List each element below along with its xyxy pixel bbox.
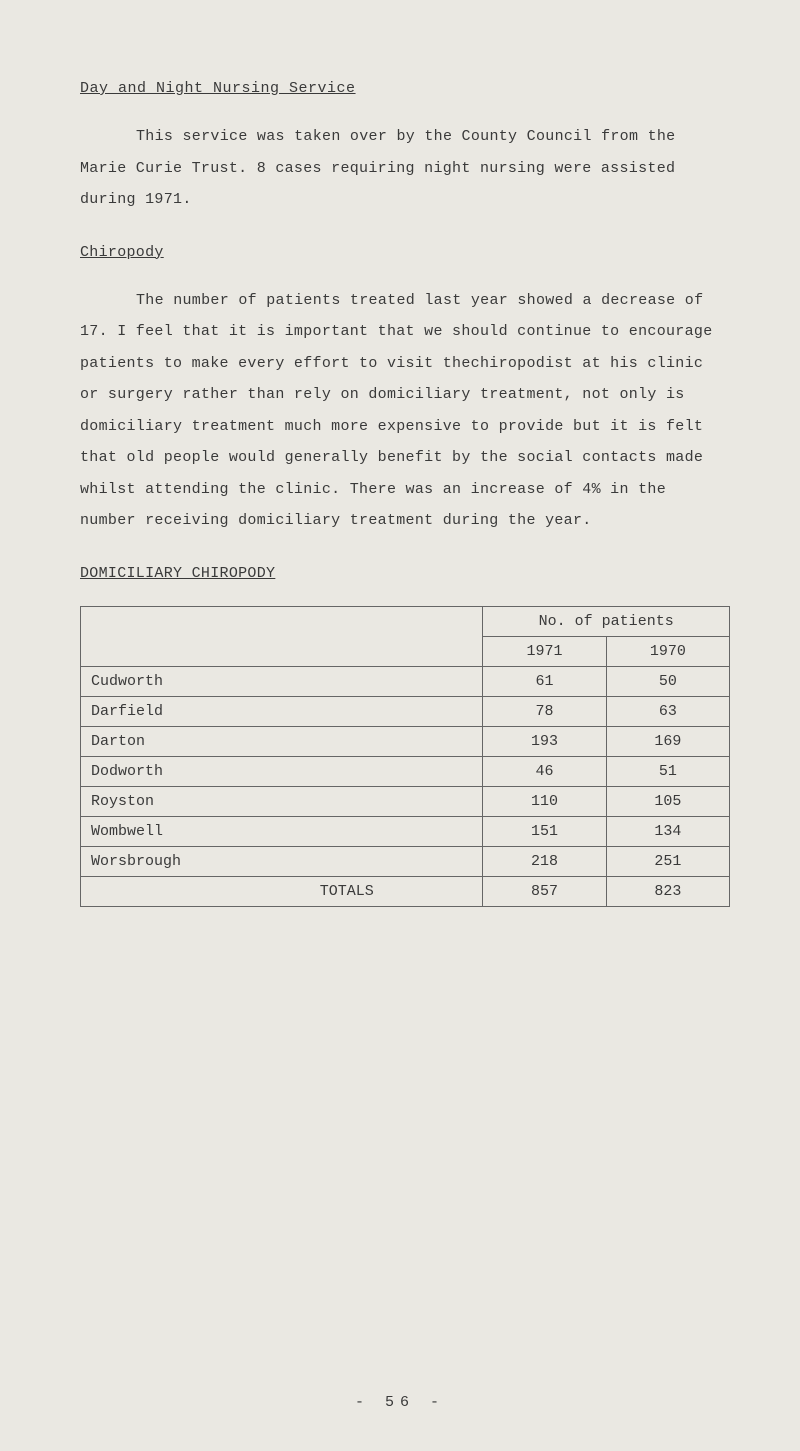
row-name: Worsbrough	[81, 846, 483, 876]
row-y2: 51	[606, 756, 729, 786]
para-chiropody: The number of patients treated last year…	[80, 285, 730, 537]
chiropody-table: No. of patients 1971 1970 Cudworth 61 50…	[80, 606, 730, 907]
row-name: Royston	[81, 786, 483, 816]
section-title-chiropody: Chiropody	[80, 244, 730, 261]
row-name: Wombwell	[81, 816, 483, 846]
row-y1: 151	[483, 816, 606, 846]
table-totals-row: TOTALS 857 823	[81, 876, 730, 906]
table-header-span: No. of patients	[483, 606, 730, 636]
table-row: Royston 110 105	[81, 786, 730, 816]
table-header-year1: 1971	[483, 636, 606, 666]
table-header-year2: 1970	[606, 636, 729, 666]
totals-y2: 823	[606, 876, 729, 906]
table-row: Cudworth 61 50	[81, 666, 730, 696]
row-y1: 61	[483, 666, 606, 696]
row-y2: 50	[606, 666, 729, 696]
page: Day and Night Nursing Service This servi…	[0, 0, 800, 1451]
row-y2: 134	[606, 816, 729, 846]
row-name: Dodworth	[81, 756, 483, 786]
row-y2: 169	[606, 726, 729, 756]
totals-y1: 857	[483, 876, 606, 906]
table-title: DOMICILIARY CHIROPODY	[80, 565, 730, 582]
table-row: Darton 193 169	[81, 726, 730, 756]
row-y2: 63	[606, 696, 729, 726]
para-nursing: This service was taken over by the Count…	[80, 121, 730, 216]
table-header-row-1: No. of patients	[81, 606, 730, 636]
row-name: Darton	[81, 726, 483, 756]
row-y2: 251	[606, 846, 729, 876]
table-row: Wombwell 151 134	[81, 816, 730, 846]
row-y1: 78	[483, 696, 606, 726]
row-y1: 218	[483, 846, 606, 876]
row-y1: 193	[483, 726, 606, 756]
row-name: Cudworth	[81, 666, 483, 696]
row-y2: 105	[606, 786, 729, 816]
row-name: Darfield	[81, 696, 483, 726]
table-header-blank	[81, 606, 483, 666]
totals-label: TOTALS	[81, 876, 483, 906]
section-title-nursing: Day and Night Nursing Service	[80, 80, 730, 97]
table-row: Worsbrough 218 251	[81, 846, 730, 876]
page-number: - 56 -	[0, 1394, 800, 1411]
table-row: Dodworth 46 51	[81, 756, 730, 786]
table-row: Darfield 78 63	[81, 696, 730, 726]
row-y1: 110	[483, 786, 606, 816]
row-y1: 46	[483, 756, 606, 786]
